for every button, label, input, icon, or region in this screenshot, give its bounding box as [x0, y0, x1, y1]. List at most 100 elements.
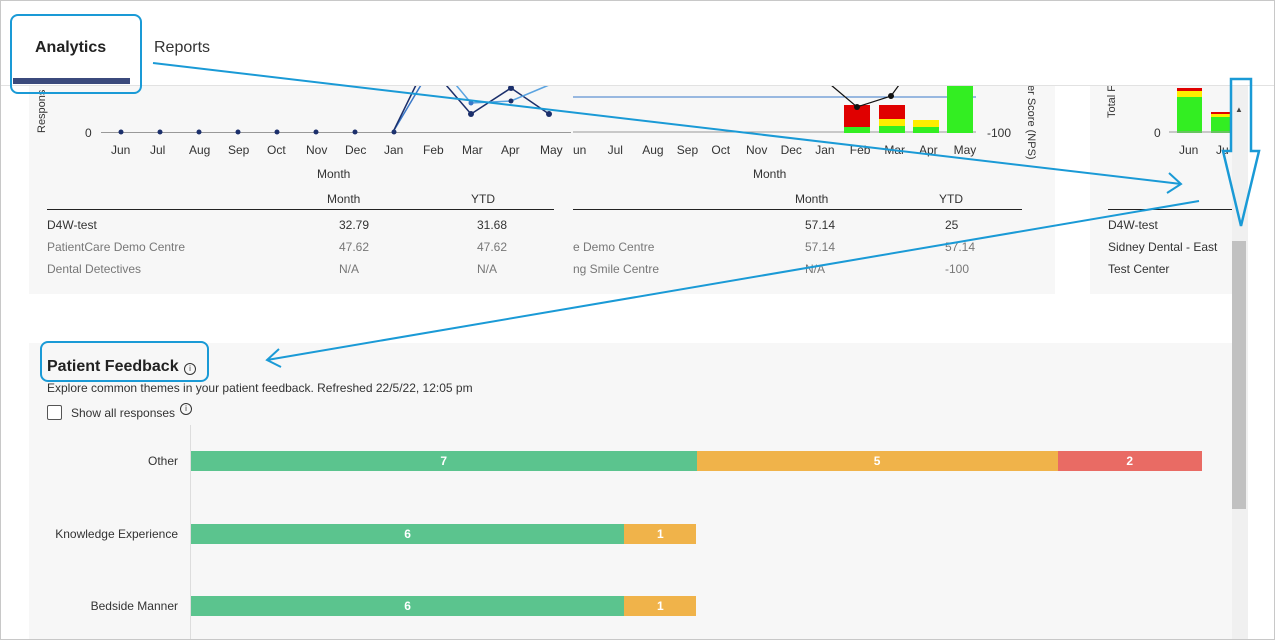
chart2-point — [888, 93, 894, 99]
table1-row-month: 32.79 — [339, 218, 370, 232]
chart1-point — [352, 129, 358, 135]
table2-row-name: e Demo Centre — [573, 240, 655, 254]
chart1-point — [391, 129, 397, 135]
chart1-month-label: Nov — [306, 143, 328, 157]
chart2-month-label: Jul — [607, 143, 623, 157]
chart1-lines — [118, 84, 1232, 135]
table2-row-name: ng Smile Centre — [573, 262, 660, 276]
table2-header-rule — [573, 209, 1022, 210]
table1-row-name: PatientCare Demo Centre — [47, 240, 186, 254]
chart2-bar-mar-red — [879, 105, 905, 119]
chart1-month-label: Jan — [384, 143, 404, 157]
chart1-point — [118, 129, 124, 135]
show-all-responses-label[interactable]: Show all responses — [71, 406, 176, 420]
table2-row-ytd: -100 — [945, 262, 970, 276]
chart2-point — [854, 104, 860, 110]
chart1-point — [468, 100, 474, 106]
chart2-month-label: Sep — [676, 143, 699, 157]
patient-feedback-title: Patient Feedback — [47, 358, 179, 375]
chart1-month-label: Apr — [501, 143, 520, 157]
chart2-xlabel: Month — [753, 167, 787, 181]
chart2-month-label: May — [953, 143, 977, 157]
chart1-month-label: Sep — [228, 143, 250, 157]
scroll-up-arrow-icon[interactable]: ▲ — [1235, 105, 1243, 114]
chart3-bar-yellow — [1177, 91, 1202, 97]
chart1-xlabel: Month — [317, 167, 351, 181]
chart1-point — [313, 129, 319, 135]
feedback-bar-segment: 7 — [191, 451, 697, 471]
table1-row-name: D4W-test — [47, 218, 97, 232]
patient-feedback-info-icon[interactable]: i — [184, 363, 196, 375]
table1-col-month: Month — [327, 192, 361, 206]
chart3-month-jun: Jun — [1179, 143, 1199, 157]
feedback-chart-axis — [190, 425, 191, 639]
chart1-month-label: Aug — [189, 143, 211, 157]
chart1-point — [196, 129, 202, 135]
callout-patient-feedback — [40, 341, 209, 382]
chart1-point — [508, 98, 514, 104]
chart1-point — [468, 111, 474, 117]
chart1-point — [235, 129, 241, 135]
feedback-bar-segment: 1 — [624, 523, 697, 544]
chart1-baseline — [101, 132, 571, 133]
chart2-nps-line — [830, 84, 900, 108]
feedback-bar-segment: 2 — [1057, 451, 1202, 471]
patient-feedback-subtitle: Explore common themes in your patient fe… — [47, 381, 473, 395]
chart1-month-label: Dec — [345, 143, 367, 157]
feedback-category-label: Knowledge Experience — [55, 526, 178, 541]
feedback-bar-segment: 5 — [696, 451, 1058, 471]
total-panel — [1090, 85, 1232, 294]
chart3-bar-green — [1177, 97, 1202, 133]
table3-row-name: D4W-test — [1108, 218, 1158, 232]
chart3-bar-red — [1177, 88, 1202, 91]
table2-col-ytd: YTD — [939, 192, 963, 206]
table1-row-ytd: 47.62 — [477, 240, 508, 254]
tab-reports[interactable]: Reports — [154, 39, 211, 56]
table1-col-ytd: YTD — [471, 192, 495, 206]
chart2-month-label: Oct — [711, 143, 731, 157]
feedback-bar-segment: 1 — [624, 596, 697, 616]
chart2-month-label: Jan — [815, 143, 835, 157]
table3-row-name: Sidney Dental - East — [1108, 240, 1218, 254]
chart2-month-label: un — [573, 143, 587, 157]
top-tab-bar: Analytics Reports — [1, 1, 1274, 86]
table1-row-ytd: N/A — [477, 262, 498, 276]
chart3-bar2-yellow — [1211, 114, 1231, 117]
chart3-ytick-0: 0 — [1154, 126, 1161, 140]
chart1-month-label: Oct — [267, 143, 286, 157]
chart1-month-label: Feb — [423, 143, 444, 157]
feedback-bar-segment: 6 — [191, 523, 625, 544]
chart2-month-label: Aug — [642, 143, 664, 157]
chart1-ytick-0: 0 — [85, 126, 92, 140]
show-all-responses-checkbox[interactable] — [47, 405, 62, 420]
chart1-month-label: Mar — [462, 143, 483, 157]
chart1-point — [274, 129, 280, 135]
chart2-month-label: Nov — [746, 143, 768, 157]
chart1-month-label: Jun — [111, 143, 131, 157]
callout-analytics-tab — [10, 14, 142, 94]
chart2-bar-mar-green — [879, 126, 905, 133]
chart2-bar-feb-green — [844, 127, 870, 133]
table1-header-rule — [47, 209, 554, 210]
table2-row-month: 57.14 — [805, 218, 836, 232]
table3-row-name: Test Center — [1108, 262, 1170, 276]
chart2-bar-mar-yellow — [879, 119, 905, 126]
feedback-category-label: Bedside Manner — [90, 599, 178, 613]
patient-feedback-panel — [29, 343, 1232, 639]
show-all-info-icon[interactable]: i — [180, 403, 192, 415]
chart2-bar-apr-yellow — [913, 120, 939, 127]
table1-row-month: N/A — [339, 262, 360, 276]
chart3-bar2-green — [1211, 117, 1231, 133]
chart1-point — [157, 129, 163, 135]
scrollbar-thumb[interactable] — [1232, 241, 1246, 509]
chart3-bar2-red — [1211, 112, 1231, 114]
table2-col-month: Month — [795, 192, 829, 206]
chart1-point — [546, 111, 552, 117]
tab-analytics[interactable]: Analytics — [35, 39, 107, 56]
table1-row-month: 47.62 — [339, 240, 370, 254]
chart1-point — [508, 85, 514, 91]
table2-row-month: 57.14 — [805, 240, 836, 254]
feedback-bar-segment: 6 — [191, 596, 625, 616]
chart2-y2tick: -100 — [987, 126, 1012, 140]
